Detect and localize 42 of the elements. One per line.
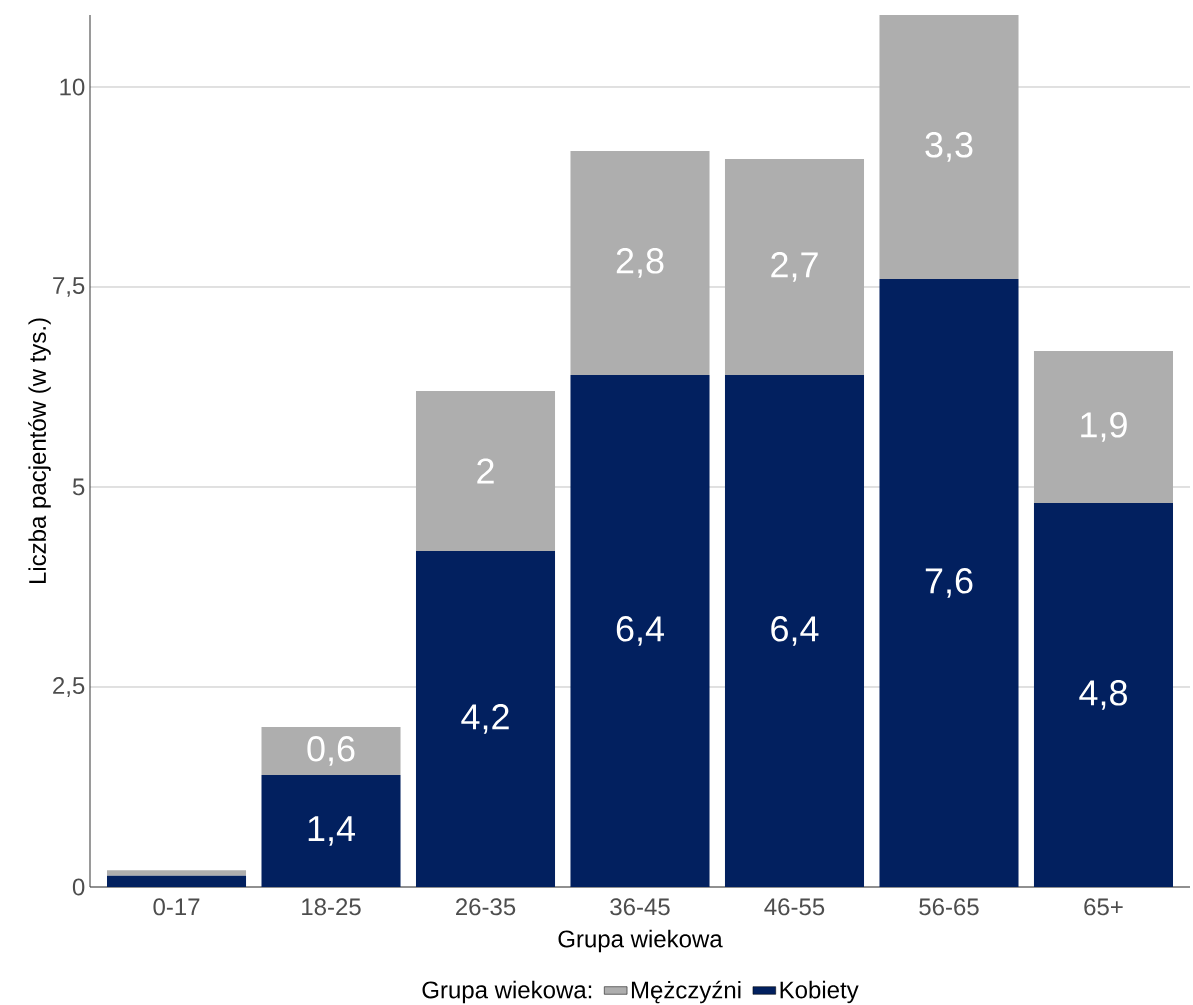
bar [570,374,710,887]
x-tick-label: 26-35 [456,898,516,916]
bar [724,374,865,887]
x-tick-label: 46-55 [764,898,825,916]
x-tick-label: 18-25 [302,898,361,916]
x-axis-title: Grupa wiekowa [558,929,723,953]
data-label: 2,8 [616,248,664,278]
data-label: 3,3 [925,132,973,162]
x-tick-label: 65+ [1084,898,1123,916]
bar [1033,502,1174,887]
y-tick-label: 10 [60,78,85,96]
x-tick-label: 56-65 [919,898,979,916]
data-label: 4,8 [1079,680,1127,710]
bar [261,774,401,887]
y-axis-title: Liczba pacjentów (w tys.) [28,318,51,584]
bar [1033,350,1174,503]
bar [724,158,865,375]
bar [107,870,247,876]
x-tick-label: 0-17 [153,898,200,916]
legend-label: Kobiety [780,980,859,1004]
legend-title: Grupa wiekowa: [422,980,592,1004]
bar [415,550,556,887]
legend-label: Mężczyźni [631,980,741,1004]
data-label: 4,2 [461,704,509,734]
data-label: 1,9 [1081,412,1127,442]
bar [261,726,401,775]
y-tick-label: 5 [72,478,85,496]
data-label: 0,6 [307,736,355,766]
y-tick-label: 2,5 [53,677,85,697]
bar [879,278,1019,887]
x-tick-label: 36-45 [610,898,670,916]
data-label: 2,7 [771,252,818,282]
data-label: 1,4 [308,816,355,846]
data-label: 2 [477,458,494,484]
data-label: 7,6 [925,568,973,598]
y-tick-label: 0 [72,878,85,896]
bar [570,150,710,375]
data-label: 6,4 [771,616,819,646]
bar [415,390,556,551]
bar [107,875,247,887]
data-label: 6,4 [616,616,664,646]
y-tick-label: 7,5 [53,277,85,297]
